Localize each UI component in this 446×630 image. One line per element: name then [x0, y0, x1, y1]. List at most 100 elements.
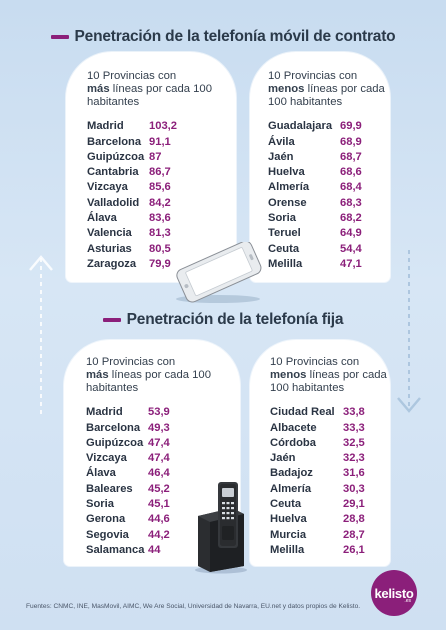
province-name: Orense	[268, 196, 307, 209]
province-name: Cantabria	[87, 166, 139, 179]
province-row: Madrid 53,9	[86, 405, 240, 420]
province-value: 68,6	[340, 166, 362, 179]
province-name: Jaén	[268, 150, 294, 163]
card-intro: 10 Provincias con más líneas por cada 10…	[87, 70, 236, 110]
intro-emphasis: más	[87, 83, 110, 96]
province-row: Jaén 32,3	[270, 451, 390, 466]
province-value: 32,3	[343, 452, 365, 465]
province-value: 45,2	[148, 482, 170, 495]
province-value: 69,9	[340, 120, 362, 133]
intro-text: líneas por cada 100 habitantes	[87, 83, 212, 109]
province-row: Córdoba 32,5	[270, 435, 390, 450]
mobile-least-card: 10 Provincias con menos líneas por cada …	[250, 52, 390, 282]
province-value: 46,4	[148, 467, 170, 480]
province-value: 44,6	[148, 513, 170, 526]
province-value: 49,3	[148, 421, 170, 434]
province-row: Gerona 44,6	[86, 512, 240, 527]
province-name: Almería	[270, 482, 312, 495]
province-value: 47,1	[340, 257, 362, 270]
province-value: 64,9	[340, 227, 362, 240]
intro-emphasis: más	[86, 369, 109, 382]
sources-footnote: Fuentes: CNMC, INE, MasMovil, AIMC, We A…	[26, 603, 361, 610]
mobile-most-card: 10 Provincias con más líneas por cada 10…	[66, 52, 236, 282]
province-value: 68,7	[340, 150, 362, 163]
province-name: Ceuta	[268, 242, 300, 255]
province-value: 44	[148, 543, 161, 556]
province-row: Asturias 80,5	[87, 241, 236, 256]
province-value: 68,2	[340, 212, 362, 225]
fixed-title-text: Penetración de la telefonía fija	[126, 311, 344, 328]
province-value: 31,6	[343, 467, 365, 480]
province-name: Jaén	[270, 452, 296, 465]
province-row: Ceuta 29,1	[270, 496, 390, 511]
province-name: Teruel	[268, 227, 301, 240]
province-row: Guipúzcoa 47,4	[86, 435, 240, 450]
province-name: Guadalajara	[268, 120, 333, 133]
province-row: Soria 68,2	[268, 210, 390, 225]
province-value: 83,6	[149, 212, 171, 225]
province-row: Melilla 47,1	[268, 256, 390, 271]
province-value: 28,7	[343, 528, 365, 541]
intro-text: 10 Provincias con	[87, 70, 177, 82]
province-name: Gerona	[86, 513, 126, 526]
province-value: 44,2	[148, 528, 170, 541]
province-row: Almería 68,4	[268, 180, 390, 195]
province-value: 47,4	[148, 436, 170, 449]
province-name: Álava	[86, 467, 116, 480]
province-name: Albacete	[270, 421, 317, 434]
province-value: 45,1	[148, 498, 170, 511]
intro-emphasis: menos	[270, 369, 307, 382]
province-name: Guipúzcoa	[86, 436, 144, 449]
province-row: Murcia 28,7	[270, 527, 390, 542]
kelisto-logo: kelisto .es	[371, 570, 417, 616]
province-name: Madrid	[87, 120, 124, 133]
province-name: Murcia	[270, 528, 307, 541]
arrow-up-icon	[29, 255, 53, 418]
province-row: Guipúzcoa 87	[87, 149, 236, 164]
province-name: Álava	[87, 212, 117, 225]
province-name: Baleares	[86, 482, 133, 495]
province-name: Badajoz	[270, 467, 313, 480]
province-name: Salamanca	[86, 543, 145, 556]
province-name: Huelva	[268, 166, 305, 179]
province-name: Asturias	[87, 242, 132, 255]
intro-emphasis: menos	[268, 83, 305, 96]
mobile-title-text: Penetración de la telefonía móvil de con…	[74, 28, 396, 45]
province-row: Vizcaya 47,4	[86, 451, 240, 466]
province-value: 32,5	[343, 436, 365, 449]
card-intro: 10 Provincias con menos líneas por cada …	[270, 356, 390, 396]
title-accent-bar	[50, 34, 69, 39]
intro-text: líneas por cada 100 habitantes	[86, 369, 211, 395]
intro-text: líneas por cada 100 habitantes	[268, 83, 385, 109]
province-value: 85,6	[149, 181, 171, 194]
province-name: Valencia	[87, 227, 132, 240]
province-row: Valencia 81,3	[87, 226, 236, 241]
province-value: 81,3	[149, 227, 171, 240]
province-name: Guipúzcoa	[87, 150, 145, 163]
province-value: 103,2	[149, 120, 177, 133]
province-row: Guadalajara 69,9	[268, 119, 390, 134]
province-name: Barcelona	[87, 135, 142, 148]
province-name: Ceuta	[270, 498, 302, 511]
smartphone-icon	[176, 242, 262, 303]
province-value: 26,1	[343, 543, 365, 556]
province-name: Córdoba	[270, 436, 316, 449]
province-row: Segovia 44,2	[86, 527, 240, 542]
province-name: Soria	[86, 498, 114, 511]
province-value: 33,3	[343, 421, 365, 434]
province-row: Cantabria 86,7	[87, 165, 236, 180]
province-value: 86,7	[149, 166, 171, 179]
province-row: Almería 30,3	[270, 481, 390, 496]
province-name: Soria	[268, 212, 296, 225]
intro-text: 10 Provincias con	[268, 70, 358, 82]
province-list: Madrid 53,9 Barcelona 49,3 Guipúzcoa 47,4 Vizc…	[86, 405, 240, 558]
province-name: Segovia	[86, 528, 129, 541]
province-row: Álava 83,6	[87, 210, 236, 225]
province-row: Huelva 28,8	[270, 512, 390, 527]
province-value: 68,4	[340, 181, 362, 194]
province-name: Zaragoza	[87, 257, 137, 270]
intro-text: 10 Provincias con	[270, 356, 360, 368]
fixed-section-title: Penetración de la telefonía fija	[0, 311, 446, 329]
province-value: 68,3	[340, 196, 362, 209]
